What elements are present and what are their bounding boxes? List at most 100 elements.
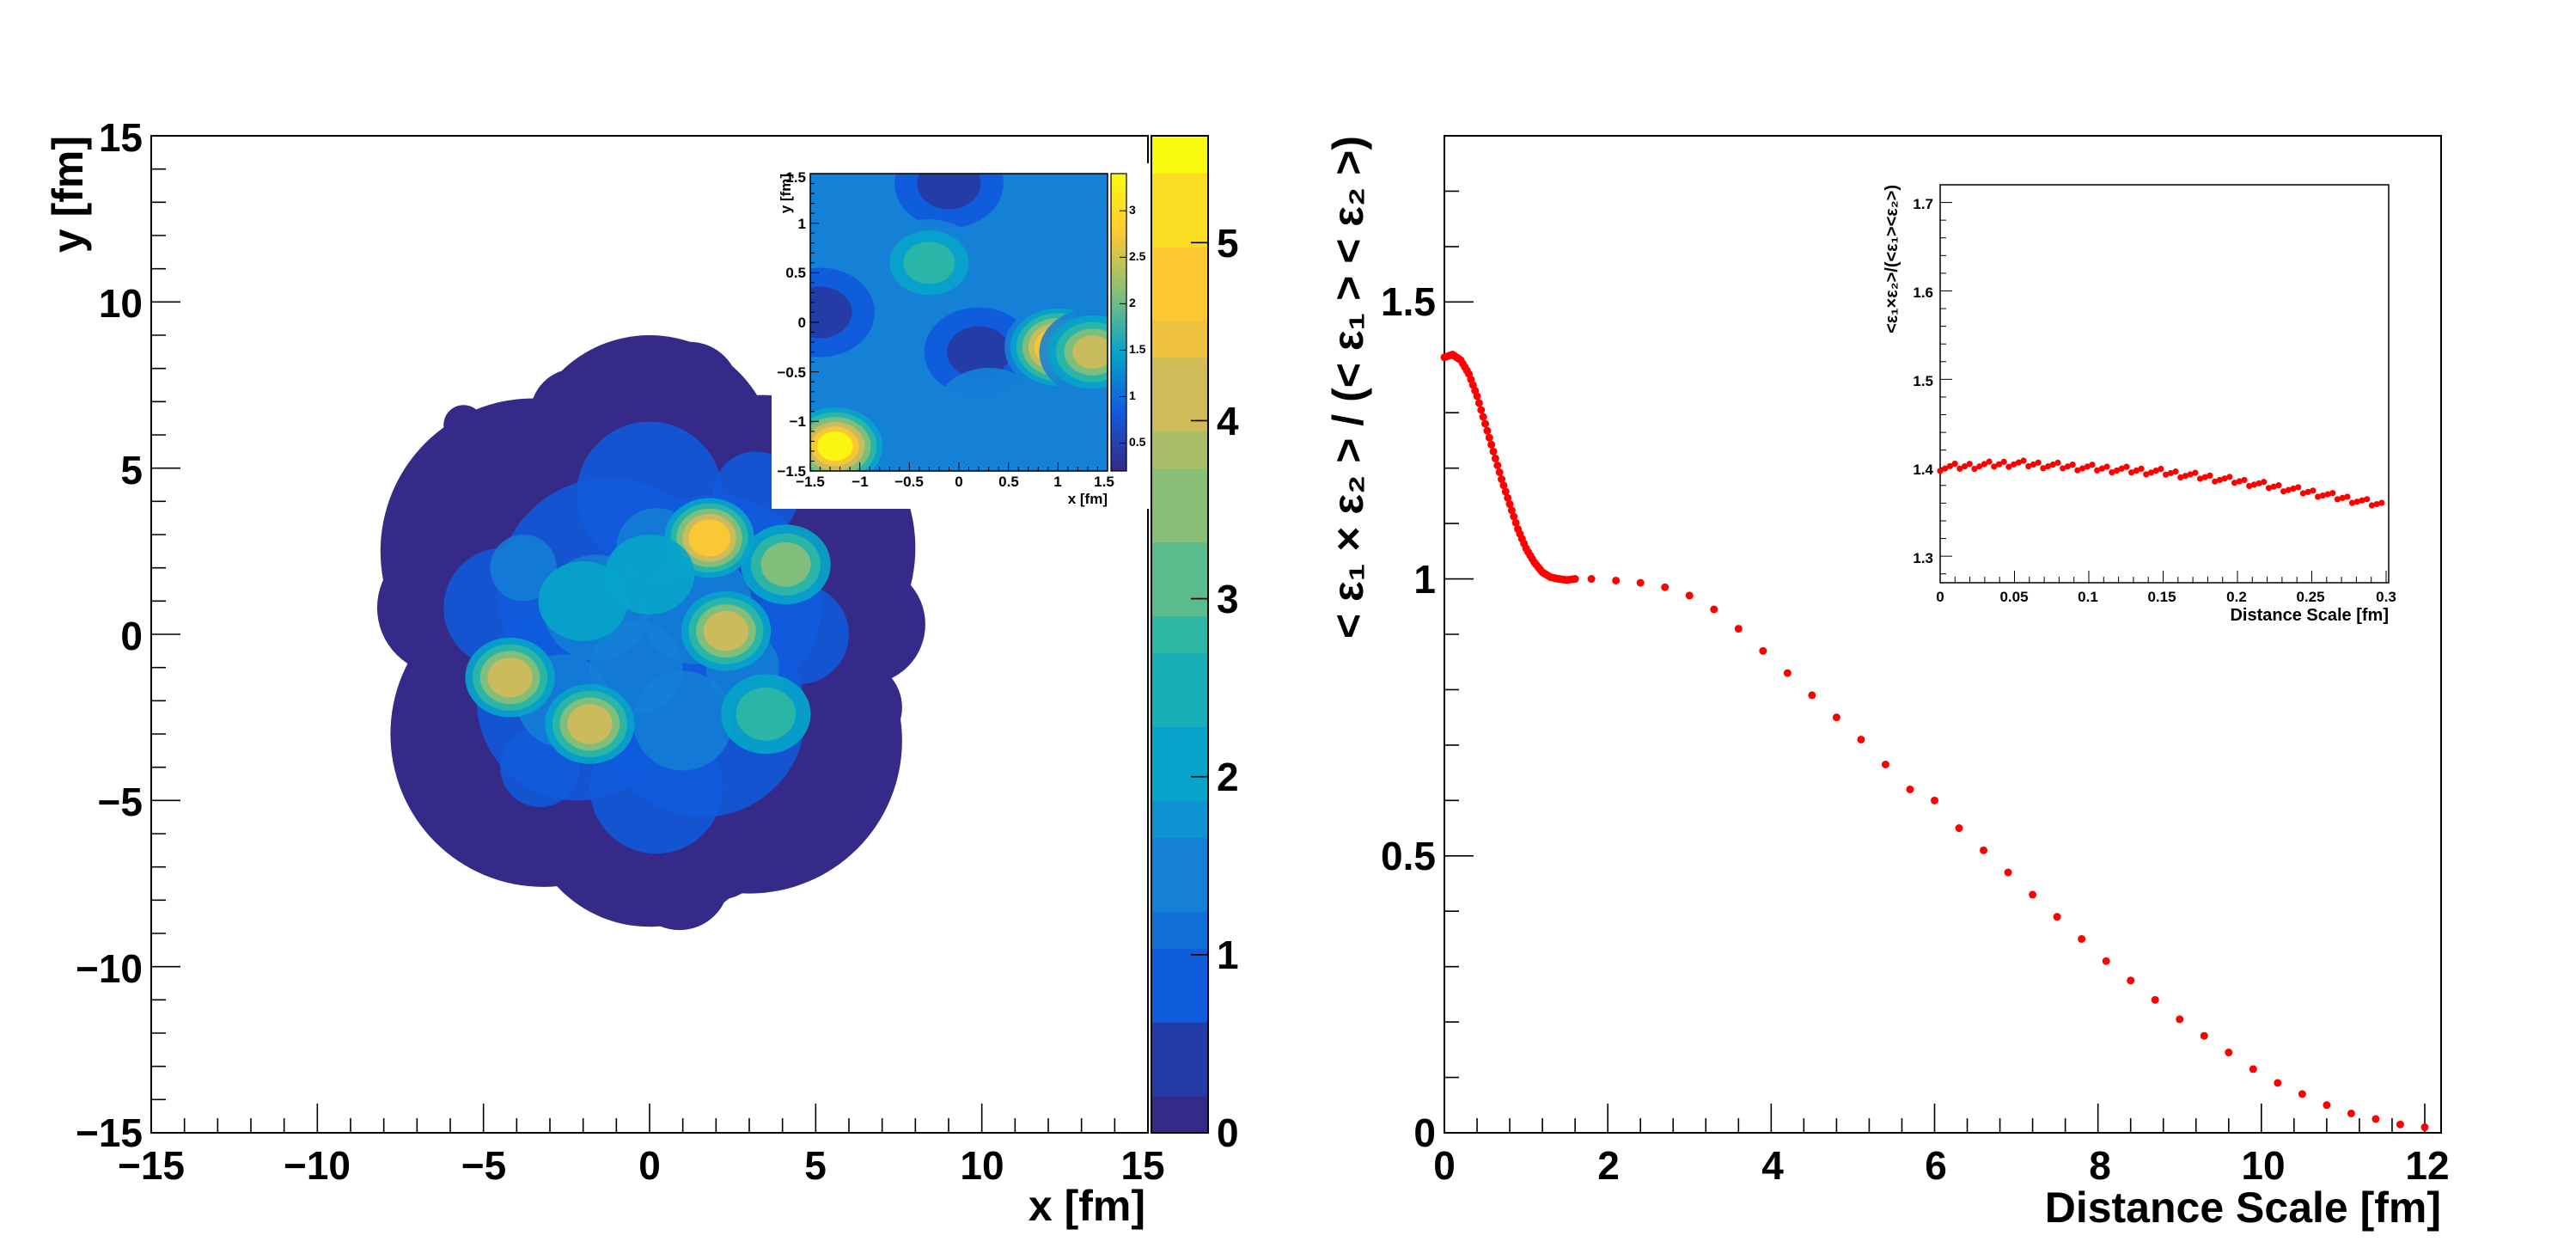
inset-data-point xyxy=(2241,476,2248,484)
data-point xyxy=(1832,713,1840,722)
x-tick-5: 5 xyxy=(804,1143,827,1188)
inset-data-point xyxy=(2128,469,2135,476)
heatmap-inset: −1.5 −1 −0.5 0 0.5 1 1.5 −1.5 −1 −0.5 0 … xyxy=(772,163,1150,509)
inset-x-tick-0: 0 xyxy=(955,474,962,490)
colorbar-band xyxy=(1151,320,1208,358)
colorbar-band xyxy=(1151,985,1208,1023)
inset-coldspot xyxy=(810,286,852,339)
inset-data-point xyxy=(1995,461,2003,468)
inset-data-point xyxy=(2064,463,2072,470)
inset-data-point xyxy=(2192,469,2199,476)
r-x-axis-label: Distance Scale [fm] xyxy=(2045,1184,2441,1232)
colorbar-band xyxy=(1151,837,1208,875)
inset-data-point xyxy=(2094,467,2101,474)
inset-data-point xyxy=(2015,459,2022,466)
colorbar-tick-2: 2 xyxy=(1217,755,1239,799)
inset-y-tick-n1.5: −1.5 xyxy=(777,463,806,480)
inset-data-point xyxy=(2290,485,2297,492)
inset-hotspot xyxy=(817,431,853,462)
inset-data-point xyxy=(2020,457,2027,464)
data-point xyxy=(2249,1065,2257,1073)
r-y-tick-1.5: 1.5 xyxy=(1381,279,1436,324)
r-y-tick-1: 1 xyxy=(1413,557,1436,602)
data-point xyxy=(1483,426,1492,435)
data-point xyxy=(1479,413,1487,421)
inset-coldspot xyxy=(917,174,981,210)
data-point xyxy=(1636,578,1645,587)
colorbar-band xyxy=(1151,468,1208,506)
colorbar-band xyxy=(1151,615,1208,654)
data-point xyxy=(1587,575,1596,584)
ri-y-tick-1.7: 1.7 xyxy=(1913,196,1933,212)
inset-data-point xyxy=(2285,486,2292,493)
ri-x-tick-0.3: 0.3 xyxy=(2376,589,2396,605)
colorbar-ticks xyxy=(1191,242,1208,1134)
data-point xyxy=(1487,440,1496,449)
data-point xyxy=(1510,512,1518,521)
r-x-tick-4: 4 xyxy=(1761,1143,1784,1188)
hotspot xyxy=(703,610,749,651)
colorbar-bands xyxy=(1151,136,1208,1134)
data-point xyxy=(2004,868,2012,877)
inset-data-point xyxy=(2103,463,2110,470)
colorbar: 0 1 2 3 4 5 xyxy=(1151,135,1239,1155)
colorbar-band xyxy=(1151,246,1208,284)
x-tick-15: 15 xyxy=(1120,1143,1164,1188)
data-point xyxy=(1980,846,1988,854)
inset-data-point xyxy=(1991,463,1998,470)
inset-data-point xyxy=(2084,463,2091,470)
data-point xyxy=(1481,419,1490,428)
data-point xyxy=(1881,760,1889,768)
inset-x-tick-1: 1 xyxy=(1053,474,1061,490)
ri-x-tick-0: 0 xyxy=(1936,589,1944,605)
correlation-inset: 0 0.05 0.1 0.15 0.2 0.25 0.3 1.3 1.4 1.5… xyxy=(1883,184,2396,625)
inset-data-point xyxy=(2147,469,2155,476)
r-x-tick-0: 0 xyxy=(1433,1143,1456,1188)
inset-x-tick-n0.5: −0.5 xyxy=(894,474,924,490)
x-tick-n10: −10 xyxy=(284,1143,351,1188)
colorbar-band xyxy=(1151,283,1208,321)
colorbar-band xyxy=(1151,394,1208,432)
base-region xyxy=(433,464,514,545)
data-point xyxy=(1734,625,1743,633)
r-x-tick-6: 6 xyxy=(1925,1143,1947,1188)
y-tick-15: 15 xyxy=(99,115,143,160)
data-point xyxy=(1504,493,1512,502)
colorbar-band xyxy=(1151,726,1208,764)
y-tick-n15: −15 xyxy=(76,1110,143,1155)
inset-data-point xyxy=(2324,491,2331,498)
inset-data-point xyxy=(2000,458,2007,465)
inset-data-point xyxy=(2368,502,2375,509)
colorbar-band xyxy=(1151,357,1208,395)
data-point xyxy=(1808,691,1816,700)
inset-data-point xyxy=(1961,462,1969,470)
data-point xyxy=(1491,454,1499,462)
data-point xyxy=(2200,1031,2208,1040)
inset-data-point xyxy=(2069,462,2076,468)
hotspot xyxy=(736,687,797,741)
ri-y-tick-1.3: 1.3 xyxy=(1913,550,1933,566)
inset-y-axis-label: y [fm] xyxy=(778,174,794,213)
inset-data-point xyxy=(2118,465,2125,472)
data-point xyxy=(2396,1120,2404,1128)
inset-data-point xyxy=(2353,498,2360,505)
data-point xyxy=(2176,1015,2184,1024)
data-point xyxy=(1511,518,1520,527)
inset-colorbar-tick-1: 1 xyxy=(1129,388,1136,402)
data-point xyxy=(1505,500,1514,509)
inset-data-point xyxy=(2163,471,2170,478)
data-point xyxy=(2298,1090,2306,1098)
inset-data-point xyxy=(2212,478,2219,485)
inset-colorbar-ticks xyxy=(1120,210,1126,444)
inset-data-point xyxy=(2109,468,2115,476)
colorbar-band xyxy=(1151,1096,1208,1134)
data-point xyxy=(1906,785,1914,793)
inset-colorbar-tick-1.5: 1.5 xyxy=(1129,342,1146,356)
data-point xyxy=(2102,957,2110,965)
data-point xyxy=(2323,1101,2331,1110)
data-point xyxy=(2347,1109,2355,1117)
inset-data-point xyxy=(2143,471,2150,478)
r-x-tick-2: 2 xyxy=(1597,1143,1620,1188)
inset-y-tick-0: 0 xyxy=(798,315,806,331)
hotspot xyxy=(688,519,730,557)
